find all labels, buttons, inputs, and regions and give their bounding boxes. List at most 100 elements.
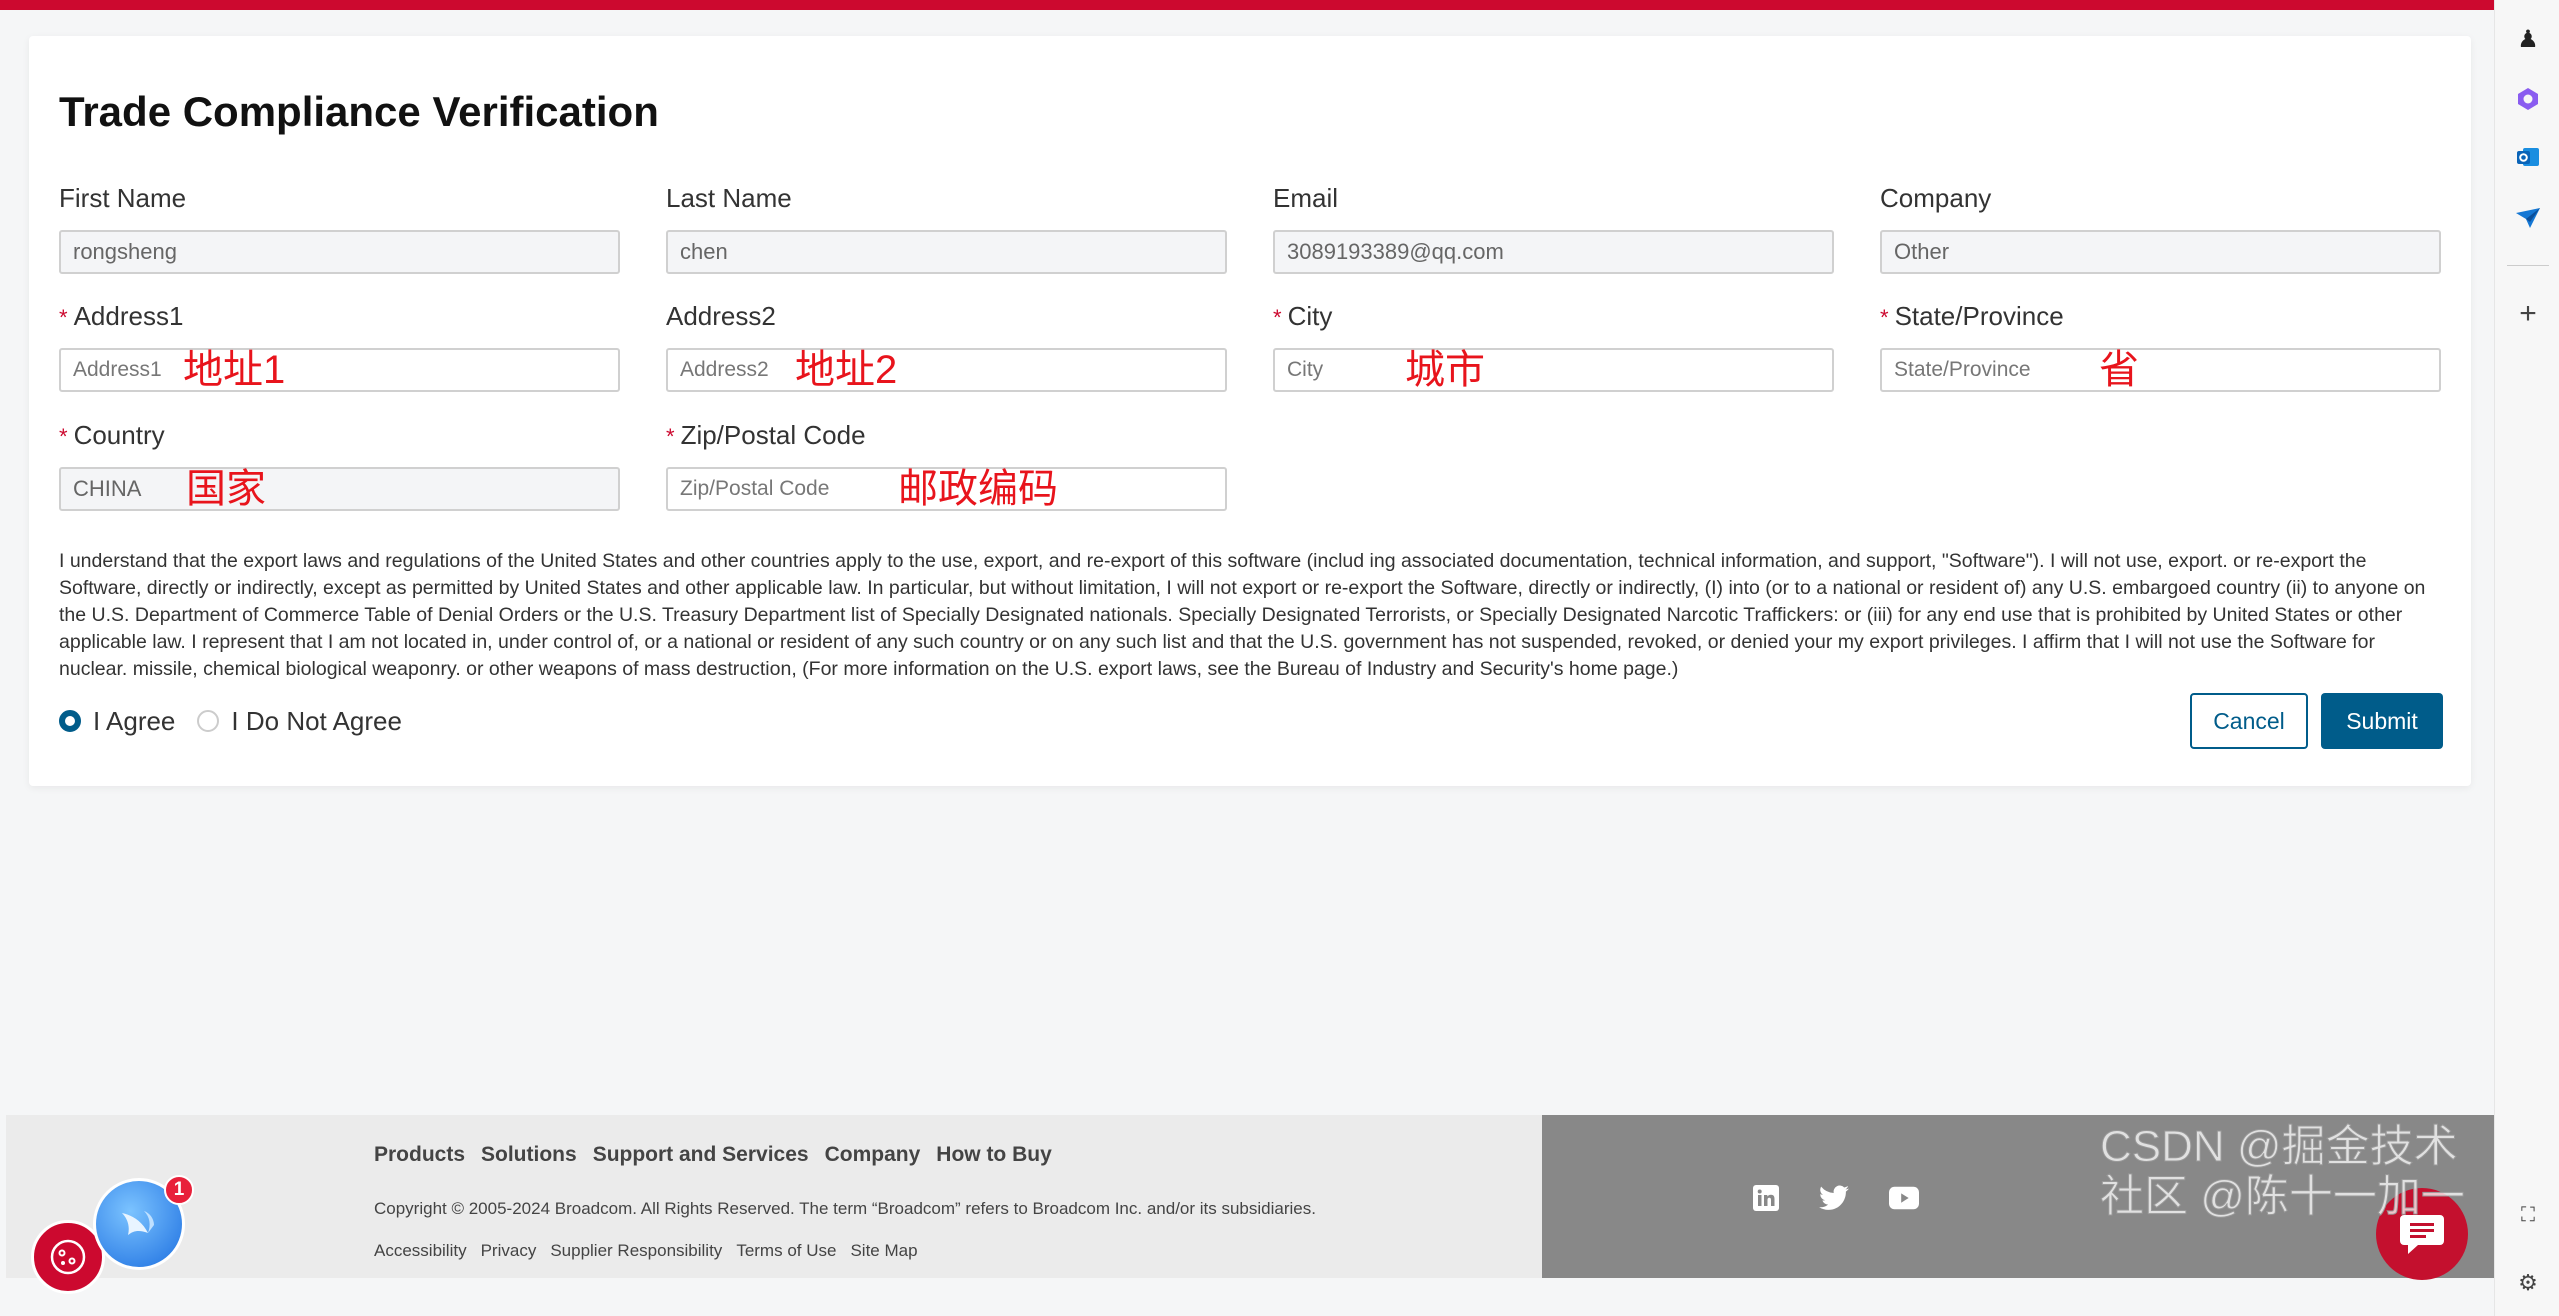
- field-label-text: Address2: [666, 301, 776, 331]
- cancel-button[interactable]: Cancel: [2190, 693, 2308, 749]
- footer-nav: Products Solutions Support and Services Com…: [374, 1143, 1068, 1167]
- field-label: * Zip/Postal Code: [666, 420, 866, 451]
- input-value: CHINA: [73, 476, 142, 501]
- field-label-text: Email: [1273, 183, 1339, 213]
- input-value: rongsheng: [73, 239, 177, 264]
- disagree-radio[interactable]: I Do Not Agree: [197, 706, 402, 737]
- field-label: * State/Province: [1880, 301, 2064, 332]
- chat-button[interactable]: [2376, 1188, 2468, 1280]
- footer-link[interactable]: Terms of Use: [736, 1241, 837, 1260]
- footer-link[interactable]: Supplier Responsibility: [550, 1241, 723, 1260]
- field-label-text: Last Name: [666, 183, 792, 213]
- field-label: Last Name: [666, 183, 792, 214]
- required-mark: *: [666, 424, 675, 449]
- footer-link[interactable]: Privacy: [480, 1241, 537, 1260]
- input-value: Other: [1894, 239, 1950, 264]
- address2-input[interactable]: Address2: [666, 348, 1227, 392]
- radio-checked-icon: [59, 710, 81, 732]
- submit-button[interactable]: Submit: [2321, 693, 2443, 749]
- field-label-text: Company: [1880, 183, 1992, 213]
- required-mark: *: [59, 305, 68, 330]
- field-label: * Country: [59, 420, 165, 451]
- required-mark: *: [1880, 305, 1889, 330]
- input-value: chen: [680, 239, 728, 264]
- microsoft-365-icon[interactable]: [2513, 84, 2543, 114]
- handwritten-annotation: 省: [2099, 348, 2139, 392]
- input-placeholder: City: [1287, 358, 1324, 381]
- youtube-icon[interactable]: [1889, 1183, 1919, 1213]
- input-value: 3089193389@qq.com: [1287, 239, 1504, 264]
- settings-icon[interactable]: ⚙: [2518, 1270, 2538, 1295]
- field-label: * City: [1273, 301, 1332, 332]
- browser-sidebar: ♟ + ⛶ ⚙: [2494, 0, 2559, 1316]
- footer-copyright: Copyright © 2005-2024 Broadcom. All Righ…: [374, 1199, 1316, 1218]
- handwritten-annotation: 地址1: [183, 348, 286, 392]
- watermark: CSDN @掘金技术社区 @陈十一加一: [2100, 1122, 2466, 1222]
- chat-icon: [2400, 1215, 2444, 1254]
- cookie-icon: [50, 1239, 86, 1275]
- send-icon[interactable]: [2513, 203, 2543, 233]
- screenshot-icon[interactable]: ⛶: [2521, 1203, 2535, 1226]
- notification-badge: 1: [164, 1175, 194, 1205]
- field-label: First Name: [59, 183, 186, 214]
- twitter-icon[interactable]: [1819, 1183, 1849, 1213]
- footer-links: Accessibility Privacy Supplier Responsibil…: [374, 1241, 932, 1261]
- form-buttons: Cancel Submit: [2190, 693, 2443, 749]
- disagree-label: I Do Not Agree: [231, 705, 402, 736]
- footer-link[interactable]: Site Map: [850, 1241, 918, 1260]
- field-label-text: Address1: [73, 301, 184, 331]
- company-input[interactable]: Other: [1880, 230, 2441, 274]
- field-label-text: State/Province: [1894, 301, 2064, 331]
- linkedin-icon[interactable]: [1751, 1183, 1781, 1213]
- input-placeholder: Address2: [680, 358, 769, 381]
- bird-icon: [122, 1211, 154, 1235]
- field-label: * Address1: [59, 301, 183, 332]
- footer-social-area: [1542, 1115, 2494, 1278]
- field-label: Address2: [666, 301, 776, 332]
- required-mark: *: [1273, 305, 1282, 330]
- city-input[interactable]: City: [1273, 348, 1834, 392]
- address1-input[interactable]: Address1: [59, 348, 620, 392]
- footer-nav-link[interactable]: Products: [374, 1143, 466, 1166]
- last-name-input[interactable]: chen: [666, 230, 1227, 274]
- handwritten-annotation: 国家: [186, 467, 266, 511]
- footer-nav-link[interactable]: Support and Services: [592, 1143, 809, 1166]
- required-mark: *: [59, 424, 68, 449]
- sidebar-divider: [2507, 265, 2549, 266]
- form-actions: I Agree I Do Not Agree Cancel Submit: [59, 693, 2443, 749]
- add-icon[interactable]: +: [2519, 297, 2537, 330]
- footer-link[interactable]: Accessibility: [374, 1241, 467, 1260]
- cookie-settings-button[interactable]: [31, 1220, 105, 1294]
- input-placeholder: State/Province: [1894, 358, 2031, 381]
- handwritten-annotation: 城市: [1405, 348, 1485, 392]
- handwritten-annotation: 地址2: [795, 348, 898, 392]
- agree-radio[interactable]: I Agree: [59, 706, 175, 737]
- page-title: Trade Compliance Verification: [59, 88, 659, 135]
- export-terms-text: I understand that the export laws and re…: [59, 550, 2426, 680]
- footer-nav-link[interactable]: How to Buy: [936, 1143, 1052, 1166]
- field-label-text: Zip/Postal Code: [680, 420, 866, 450]
- chess-icon[interactable]: ♟: [2517, 25, 2539, 53]
- footer-nav-link[interactable]: Company: [824, 1143, 921, 1166]
- field-label: Email: [1273, 183, 1338, 214]
- country-input[interactable]: CHINA: [59, 467, 620, 511]
- first-name-input[interactable]: rongsheng: [59, 230, 620, 274]
- handwritten-annotation: 邮政编码: [898, 467, 1058, 511]
- zip-postal-code-input[interactable]: Zip/Postal Code: [666, 467, 1227, 511]
- terms-section: I understand that the export laws and re…: [59, 548, 2443, 749]
- brand-top-bar: [0, 0, 2494, 10]
- field-label: Company: [1880, 183, 1991, 214]
- email-input[interactable]: 3089193389@qq.com: [1273, 230, 1834, 274]
- footer-nav-link[interactable]: Solutions: [481, 1143, 577, 1166]
- field-label-text: Country: [73, 420, 165, 450]
- input-placeholder: Zip/Postal Code: [680, 477, 830, 500]
- agreement-radio-group: I Agree I Do Not Agree: [59, 706, 402, 737]
- footer: [6, 1115, 1542, 1278]
- state-province-input[interactable]: State/Province: [1880, 348, 2441, 392]
- outlook-icon[interactable]: [2513, 142, 2543, 172]
- radio-unchecked-icon: [197, 710, 220, 732]
- field-label-text: First Name: [59, 183, 187, 213]
- input-placeholder: Address1: [73, 358, 162, 381]
- agree-label: I Agree: [93, 705, 176, 736]
- form-card: [29, 36, 2471, 786]
